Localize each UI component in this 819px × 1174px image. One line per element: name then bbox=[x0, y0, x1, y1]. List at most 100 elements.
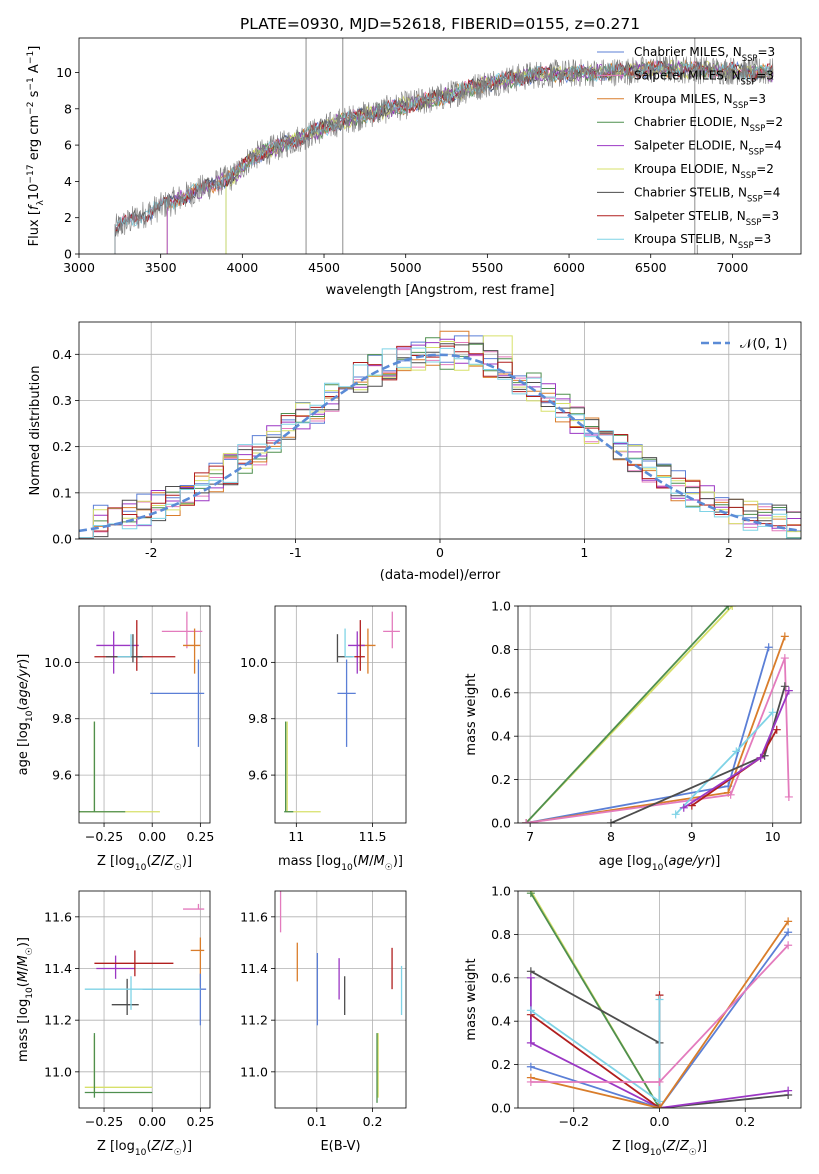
y-tick-label: 4 bbox=[64, 174, 72, 189]
panel-weight-vs-metallicity: −0.2 0.0 0.2 0.0 0.2 0.4 0.6 0.8 1.0 mass weight Z… bbox=[464, 884, 802, 1158]
axes-frame bbox=[274, 605, 407, 824]
weight-marker bbox=[655, 1104, 664, 1108]
y-tick-label: 0.4 bbox=[491, 729, 511, 744]
y-tick-label: 0.2 bbox=[491, 772, 511, 787]
y-tick-label: 10 bbox=[56, 65, 72, 80]
weight-marker bbox=[522, 819, 531, 823]
y-tick-label: 11.2 bbox=[44, 1013, 72, 1028]
x-axis-label: E(B-V) bbox=[320, 1139, 360, 1154]
age-vs-mass-plot-area bbox=[284, 611, 400, 813]
y-axis-label: Normed distribution bbox=[28, 366, 43, 496]
weight-marker bbox=[728, 606, 737, 610]
weight-line bbox=[525, 657, 790, 823]
x-tick-label: 0.2 bbox=[363, 1114, 383, 1129]
y-tick-label: 11.0 bbox=[44, 1064, 72, 1079]
y-axis-label: mass [log10(M/M☉)] bbox=[16, 937, 35, 1062]
weight-marker bbox=[671, 810, 680, 819]
y-tick-label: 9.6 bbox=[248, 768, 268, 783]
x-tick-label: 0.25 bbox=[186, 829, 214, 844]
x-tick-label: 0.0 bbox=[650, 1114, 670, 1129]
x-tick-label: 0.2 bbox=[735, 1114, 755, 1129]
normal-curve-line bbox=[79, 353, 801, 533]
x-tick-label: 8 bbox=[607, 829, 615, 844]
x-axis-label: wavelength [Angstrom, rest frame] bbox=[326, 283, 555, 298]
x-tick-label: 6500 bbox=[635, 260, 667, 275]
weight-marker bbox=[784, 941, 793, 950]
x-axis-label: (data-model)/error bbox=[380, 568, 501, 583]
weight-marker bbox=[724, 606, 733, 610]
x-tick-label: 2 bbox=[725, 545, 733, 560]
x-axis-label: age [log10(age/yr)] bbox=[599, 854, 721, 873]
panel-age-vs-mass: 11 11.5 9.6 9.8 10.0 mass [log10(M/M☉)] bbox=[240, 605, 407, 873]
weight-marker bbox=[784, 917, 793, 926]
x-tick-label: 5500 bbox=[471, 260, 503, 275]
x-tick-label: 11 bbox=[288, 829, 304, 844]
y-axis-label: mass weight bbox=[464, 958, 479, 1040]
y-tick-label: 9.6 bbox=[52, 768, 72, 783]
y-axis-label: Flux [fλ10−17 erg cm−2 s−1 A−1] bbox=[26, 46, 46, 247]
panel-weight-vs-age: 7 8 9 10 0.0 0.2 0.4 0.6 0.8 1.0 mass weight age [l… bbox=[464, 599, 802, 873]
weight-marker bbox=[784, 1086, 793, 1095]
x-tick-label: -1 bbox=[289, 545, 301, 560]
x-tick-label: 6000 bbox=[553, 260, 585, 275]
x-tick-label: 7 bbox=[526, 829, 534, 844]
y-tick-label: 6 bbox=[64, 138, 72, 153]
weight-marker bbox=[780, 654, 789, 663]
y-tick-label: 0.0 bbox=[52, 532, 72, 547]
y-tick-label: 10.0 bbox=[44, 655, 72, 670]
weight-marker bbox=[526, 973, 535, 982]
x-tick-label: −0.2 bbox=[559, 1114, 589, 1129]
weight-marker bbox=[784, 686, 793, 695]
x-tick-label: 3000 bbox=[63, 260, 95, 275]
weight-marker bbox=[772, 725, 781, 734]
legend-entry: Salpeter MILES, NSSP=3 bbox=[634, 68, 774, 86]
y-tick-label: 11.6 bbox=[240, 909, 268, 924]
weight-vs-metallicity-plot-area bbox=[526, 891, 793, 1108]
y-tick-label: 0.2 bbox=[52, 439, 72, 454]
y-tick-label: 0.6 bbox=[491, 685, 511, 700]
weight-marker bbox=[526, 1038, 535, 1047]
weight-line bbox=[530, 920, 789, 1108]
y-tick-label: 0.4 bbox=[491, 1014, 511, 1029]
y-tick-label: 10.0 bbox=[240, 655, 268, 670]
axes-frame bbox=[78, 605, 211, 824]
y-tick-label: 11.0 bbox=[240, 1064, 268, 1079]
axes-frame bbox=[78, 321, 802, 540]
y-tick-label: 0.0 bbox=[491, 816, 511, 831]
y-tick-label: 0.8 bbox=[491, 927, 511, 942]
weight-vs-age-plot-area bbox=[522, 606, 793, 823]
weight-marker bbox=[526, 891, 535, 898]
y-tick-label: 0.0 bbox=[491, 1101, 511, 1116]
axes-frame bbox=[274, 890, 407, 1109]
x-tick-label: 4500 bbox=[308, 260, 340, 275]
spectrum-legend: Chabrier MILES, NSSP=3 Salpeter MILES, NS… bbox=[597, 45, 783, 250]
weight-marker bbox=[768, 708, 777, 717]
x-tick-label: 1 bbox=[580, 545, 588, 560]
y-tick-label: 1.0 bbox=[491, 884, 511, 899]
weight-marker bbox=[679, 803, 688, 812]
x-tick-label: 7000 bbox=[716, 260, 748, 275]
legend-entry: Kroupa ELODIE, NSSP=2 bbox=[634, 162, 774, 180]
x-tick-label: 9 bbox=[688, 829, 696, 844]
figure-title: PLATE=0930, MJD=52618, FIBERID=0155, z=0… bbox=[240, 15, 640, 33]
axes-frame bbox=[78, 37, 802, 255]
legend-entry: 𝒩(0, 1) bbox=[740, 337, 787, 352]
y-tick-label: 8 bbox=[64, 101, 72, 116]
weight-marker bbox=[526, 1006, 535, 1015]
y-axis-label: age [log10(age/yr)] bbox=[16, 654, 35, 776]
x-tick-label: 3500 bbox=[145, 260, 177, 275]
x-axis-label: mass [log10(M/M☉)] bbox=[278, 854, 403, 873]
y-tick-label: 11.2 bbox=[240, 1013, 268, 1028]
legend-entry: Kroupa MILES, NSSP=3 bbox=[634, 92, 766, 110]
weight-marker bbox=[732, 747, 741, 756]
weight-marker bbox=[526, 1077, 535, 1086]
weight-marker bbox=[756, 753, 765, 762]
y-tick-label: 9.8 bbox=[52, 711, 72, 726]
x-tick-label: 5000 bbox=[390, 260, 422, 275]
axes-frame bbox=[78, 890, 211, 1109]
y-tick-label: 2 bbox=[64, 210, 72, 225]
x-axis-label: Z [log10(Z/Z☉)] bbox=[97, 1139, 192, 1158]
y-tick-label: 0.4 bbox=[52, 347, 72, 362]
age-vs-metallicity-plot-area bbox=[79, 611, 205, 813]
